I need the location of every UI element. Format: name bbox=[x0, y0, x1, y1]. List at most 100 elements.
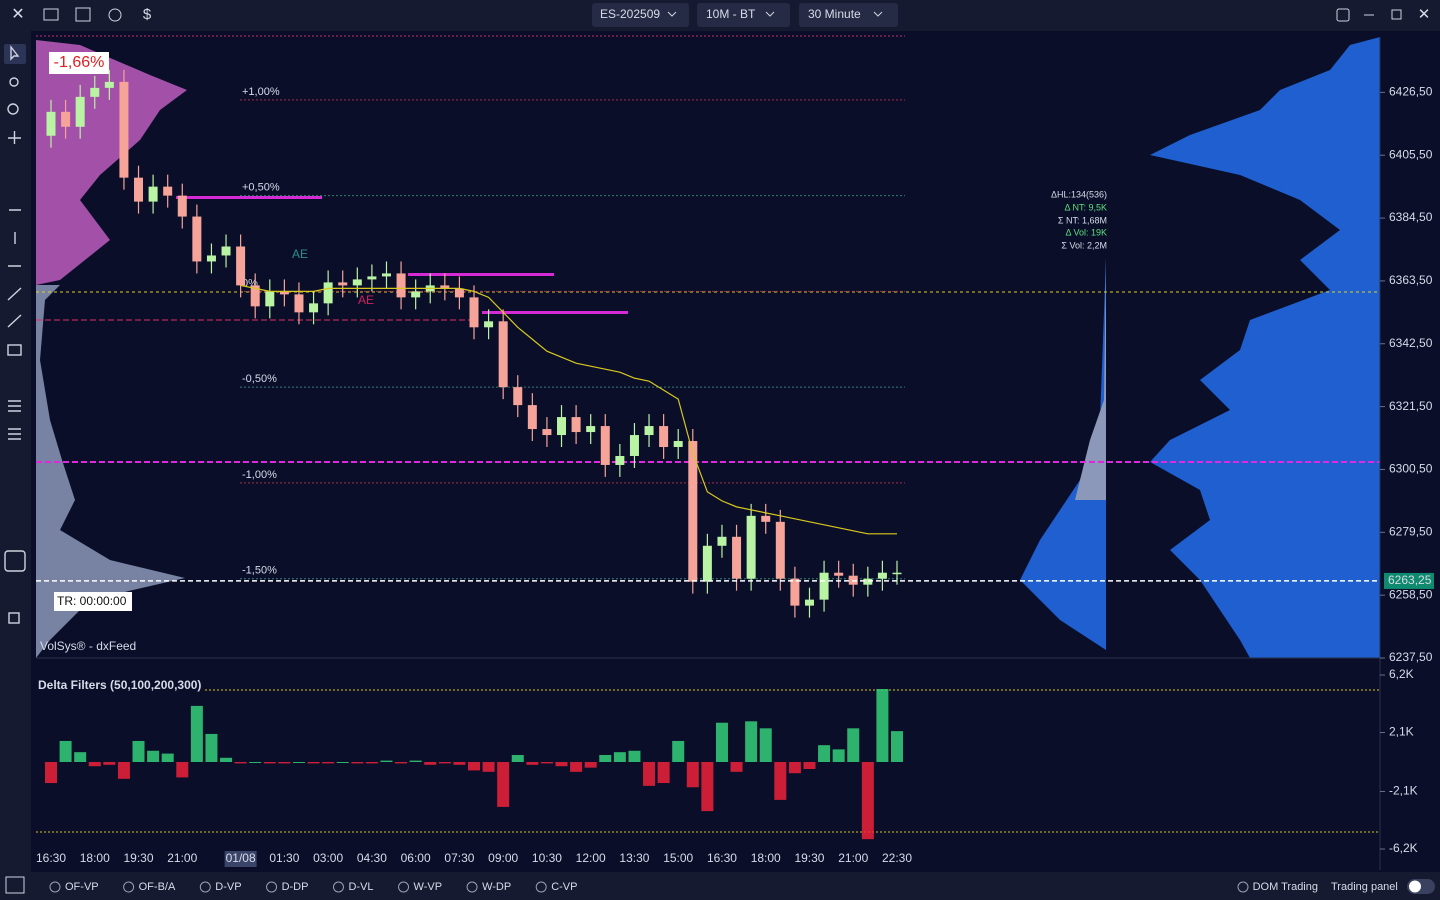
last-price-box bbox=[1384, 572, 1434, 589]
percent-label: +0,50% bbox=[242, 182, 280, 194]
y-tick-label: 6426,50 bbox=[1389, 85, 1433, 99]
layers[interactable] bbox=[8, 612, 20, 624]
radio[interactable] bbox=[398, 881, 410, 893]
restore[interactable] bbox=[1391, 9, 1402, 20]
list-tools[interactable] bbox=[8, 400, 21, 440]
timeframe-select[interactable] bbox=[799, 3, 898, 27]
zone bbox=[176, 196, 322, 199]
delta-bar bbox=[424, 762, 437, 765]
annotation: AE bbox=[358, 293, 374, 307]
percent-label: -1,50% bbox=[242, 565, 277, 577]
x-tick-label: 07:30 bbox=[444, 851, 474, 865]
trading-panel: Trading panel bbox=[1331, 881, 1398, 893]
delta-bar bbox=[45, 762, 57, 784]
settings-icon[interactable] bbox=[108, 8, 122, 22]
radio[interactable] bbox=[466, 881, 478, 893]
candle-body bbox=[294, 294, 304, 313]
last-price-label: 6263,25 bbox=[1388, 573, 1432, 587]
delta-bar bbox=[818, 745, 831, 762]
candle-body bbox=[309, 303, 319, 313]
tool-icon[interactable] bbox=[75, 7, 91, 22]
candle-body bbox=[804, 599, 814, 606]
delta-bar bbox=[745, 721, 758, 762]
tool-selected[interactable] bbox=[4, 44, 26, 64]
timeframe: 30 Minute bbox=[808, 7, 861, 21]
y-tick-label: 6321,50 bbox=[1389, 399, 1433, 413]
x-tick-label: 04:30 bbox=[357, 851, 387, 865]
candle-body bbox=[542, 429, 552, 436]
zone bbox=[408, 273, 554, 276]
bars-select[interactable] bbox=[697, 3, 790, 27]
delta-bar bbox=[774, 762, 787, 800]
rect-tool[interactable] bbox=[7, 344, 22, 356]
radio[interactable] bbox=[123, 881, 135, 893]
timer-box bbox=[54, 592, 132, 611]
close-icon[interactable]: ✕ bbox=[11, 6, 24, 23]
delta-bar bbox=[891, 731, 903, 762]
x-tick-label: 13:30 bbox=[619, 851, 649, 865]
dom-trading[interactable]: DOM Trading bbox=[1253, 881, 1318, 893]
candle-body bbox=[469, 297, 479, 328]
annotation: AE bbox=[292, 247, 308, 261]
delta-bar bbox=[176, 762, 189, 778]
candle-body bbox=[600, 426, 610, 465]
currency-icon[interactable]: $ bbox=[143, 6, 152, 23]
symbol-select[interactable] bbox=[592, 3, 689, 27]
delta-bar bbox=[395, 762, 408, 764]
bottom-bar bbox=[0, 872, 1440, 900]
hand[interactable] bbox=[9, 77, 19, 87]
candle-body bbox=[877, 572, 887, 579]
toggle-label: D-VP bbox=[215, 881, 241, 893]
candle-body bbox=[790, 578, 800, 606]
delta-title: Delta Filters (50,100,200,300) bbox=[38, 678, 201, 692]
candle-body bbox=[586, 426, 596, 433]
delta-bar bbox=[409, 760, 422, 762]
x-tick-label: 01/08 bbox=[226, 851, 256, 865]
delta-bar bbox=[468, 762, 480, 771]
stat: Σ Vol: 2,2M bbox=[1061, 240, 1107, 250]
window-icon[interactable] bbox=[1336, 8, 1350, 22]
x-tick-label: 18:00 bbox=[80, 851, 110, 865]
delta-bar bbox=[336, 762, 349, 763]
toggle-label: D-VL bbox=[348, 881, 373, 893]
candle-body bbox=[834, 572, 844, 576]
candle-body bbox=[90, 87, 100, 97]
delta-bar bbox=[788, 762, 801, 774]
x-tick-label: 10:30 bbox=[532, 851, 562, 865]
y-tick-label: 6300,50 bbox=[1389, 462, 1433, 476]
y-tick-label: -6,2K bbox=[1389, 841, 1418, 855]
zoom[interactable] bbox=[7, 103, 19, 115]
magnet[interactable] bbox=[4, 550, 26, 572]
candle-body bbox=[265, 291, 275, 307]
x-tick-label: 06:00 bbox=[401, 851, 431, 865]
candle-body bbox=[119, 81, 129, 178]
x-tick-label: 03:00 bbox=[313, 851, 343, 865]
delta-bar bbox=[599, 754, 612, 762]
delta-bar bbox=[511, 754, 524, 762]
panel-icon[interactable] bbox=[5, 876, 25, 894]
x-tick-label: 19:30 bbox=[794, 851, 824, 865]
radio[interactable] bbox=[199, 881, 211, 893]
radio[interactable] bbox=[1237, 881, 1249, 893]
delta-bar bbox=[453, 762, 466, 765]
delta-bar bbox=[847, 728, 860, 762]
radio[interactable] bbox=[332, 881, 344, 893]
candle-body bbox=[104, 81, 114, 88]
delta-bar bbox=[322, 762, 335, 764]
draw-tools[interactable] bbox=[7, 209, 22, 328]
delta-bar bbox=[103, 762, 116, 765]
delta-bar bbox=[438, 762, 451, 764]
crosshair[interactable] bbox=[8, 131, 21, 144]
y-tick-label: -2,1K bbox=[1389, 784, 1418, 798]
tool-icon[interactable] bbox=[43, 8, 59, 21]
toggle-label: OF-B/A bbox=[139, 881, 176, 893]
radio[interactable] bbox=[535, 881, 547, 893]
delta-bar bbox=[526, 762, 539, 765]
pointer[interactable] bbox=[10, 44, 20, 61]
radio[interactable] bbox=[266, 881, 278, 893]
candle-body bbox=[367, 276, 377, 280]
radio[interactable] bbox=[49, 881, 61, 893]
candle-body bbox=[484, 321, 494, 328]
close[interactable]: ✕ bbox=[1418, 6, 1431, 23]
candle-body bbox=[177, 195, 187, 217]
